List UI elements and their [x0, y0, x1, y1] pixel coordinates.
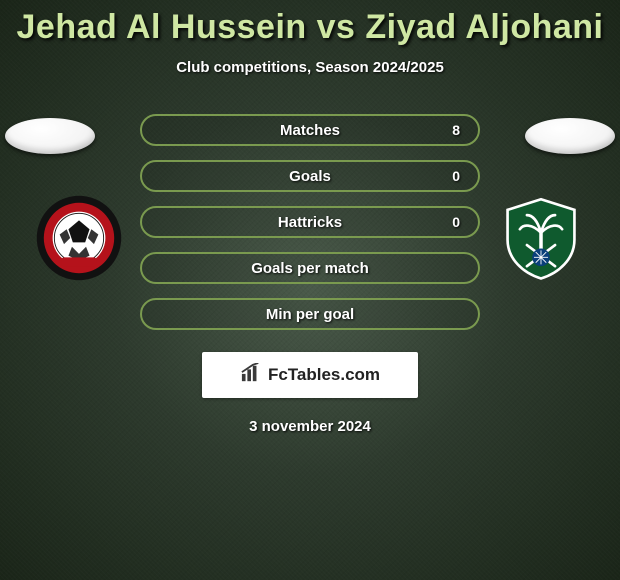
player-right-column	[500, 118, 620, 282]
stat-row-matches: Matches 8	[140, 114, 480, 146]
page-title: Jehad Al Hussein vs Ziyad Aljohani	[17, 8, 604, 47]
infographic-date: 3 november 2024	[249, 418, 371, 435]
team-crest-right	[497, 194, 585, 282]
player-left-column	[0, 118, 120, 282]
team-crest-left	[35, 194, 123, 282]
subtitle-text: Club competitions, Season 2024/2025	[176, 59, 444, 76]
bar-chart-icon	[240, 363, 262, 388]
stat-label: Min per goal	[266, 306, 354, 323]
stats-list: Matches 8 Goals 0 Hattricks 0 Goals per …	[140, 114, 480, 330]
stat-label: Goals	[289, 168, 331, 185]
player-right-base	[525, 118, 615, 154]
logo-text: FcTables.com	[268, 365, 380, 385]
stat-label: Matches	[280, 122, 340, 139]
stat-value: 0	[452, 168, 460, 184]
stat-row-hattricks: Hattricks 0	[140, 206, 480, 238]
player-left-base	[5, 118, 95, 154]
stat-value: 0	[452, 214, 460, 230]
stat-row-goals-per-match: Goals per match	[140, 252, 480, 284]
stat-row-goals: Goals 0	[140, 160, 480, 192]
fctables-logo: FcTables.com	[202, 352, 418, 398]
stat-row-min-per-goal: Min per goal	[140, 298, 480, 330]
stat-label: Hattricks	[278, 214, 342, 231]
stat-label: Goals per match	[251, 260, 369, 277]
stat-value: 8	[452, 122, 460, 138]
